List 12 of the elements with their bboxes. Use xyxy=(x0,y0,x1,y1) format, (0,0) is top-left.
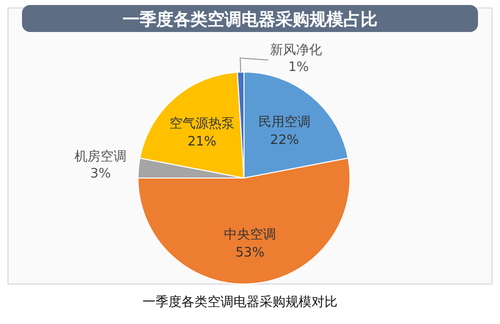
chart-title: 一季度各类空调电器采购规模占比 xyxy=(122,10,378,30)
data-label: 21% xyxy=(187,134,216,150)
data-label: 53% xyxy=(236,245,264,260)
slice-label: 新风净化 xyxy=(270,43,322,58)
data-label: 1% xyxy=(288,60,309,76)
slice-label: 机房空调 xyxy=(74,148,127,164)
slice-label: 空气源热泵 xyxy=(169,116,234,132)
data-label: 3% xyxy=(90,166,111,182)
slice-label: 中央空调 xyxy=(224,227,276,242)
slice-label: 民用空调 xyxy=(258,114,311,130)
data-label: 22% xyxy=(270,132,299,148)
text: 一季度各类空调电器采购规模对比 xyxy=(142,294,338,310)
